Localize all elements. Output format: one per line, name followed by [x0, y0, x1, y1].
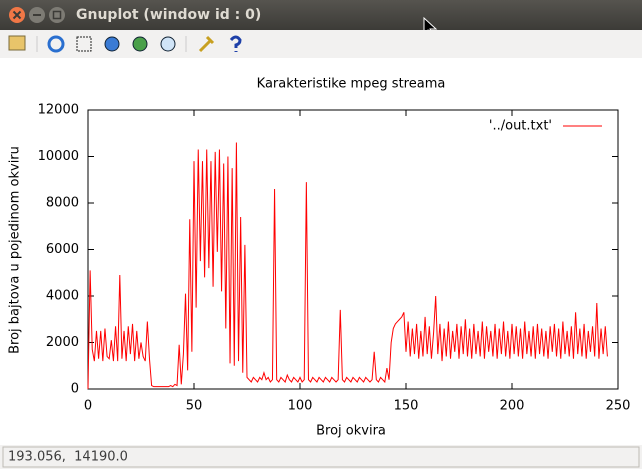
- x-tick-label: 150: [394, 399, 419, 414]
- x-tick-label: 0: [84, 399, 92, 414]
- x-tick-label: 200: [500, 399, 525, 414]
- plot-frame: [87, 109, 619, 390]
- y-tick-label: 2000: [46, 335, 79, 350]
- y-tick-label: 4000: [46, 289, 79, 304]
- x-axis-label: Broj okvira: [316, 424, 386, 439]
- autoscale-button[interactable]: [160, 36, 176, 52]
- help-button[interactable]: [229, 35, 242, 52]
- toolbar-icons: [8, 35, 242, 53]
- prev-zoom-button[interactable]: [104, 36, 120, 52]
- y-tick-label: 0: [71, 382, 79, 397]
- toolbar: [0, 30, 642, 58]
- legend-label: '../out.txt': [489, 119, 552, 134]
- next-zoom-button[interactable]: [132, 36, 148, 52]
- config-button[interactable]: [198, 35, 215, 53]
- x-tick-label: 100: [288, 399, 313, 414]
- copy-clipboard-button[interactable]: [8, 35, 26, 51]
- data-line: [87, 142, 608, 390]
- chart-title: Karakteristike mpeg streama: [257, 77, 446, 92]
- status-text: 193.056, 14190.0: [8, 450, 128, 465]
- maximize-button[interactable]: [49, 7, 65, 23]
- plot-area: [0, 58, 642, 445]
- status-bar: [0, 445, 642, 469]
- status-frame: [2, 446, 640, 468]
- maximize-icon: [52, 10, 62, 20]
- x-tick-label: 250: [606, 399, 631, 414]
- y-tick-label: 6000: [46, 242, 79, 257]
- y-axis-label: Broj bajtova u pojedinom okviru: [8, 146, 23, 354]
- replot-button[interactable]: [47, 35, 65, 53]
- grid-button[interactable]: [76, 36, 92, 52]
- title-bar: [0, 0, 642, 30]
- y-tick-label: 8000: [46, 196, 79, 211]
- y-tick-label: 10000: [38, 149, 79, 164]
- window-title: Gnuplot (window id : 0): [76, 7, 261, 23]
- plot: 0 2000 4000 6000 8000 10000 12000 0 50 100 150 200 2…: [38, 103, 631, 414]
- close-icon: [12, 10, 22, 20]
- y-tick-label: 12000: [38, 103, 79, 118]
- window-buttons: [9, 7, 65, 23]
- x-tick-label: 50: [186, 399, 203, 414]
